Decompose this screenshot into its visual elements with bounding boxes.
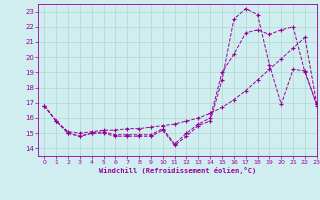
X-axis label: Windchill (Refroidissement éolien,°C): Windchill (Refroidissement éolien,°C) — [99, 167, 256, 174]
